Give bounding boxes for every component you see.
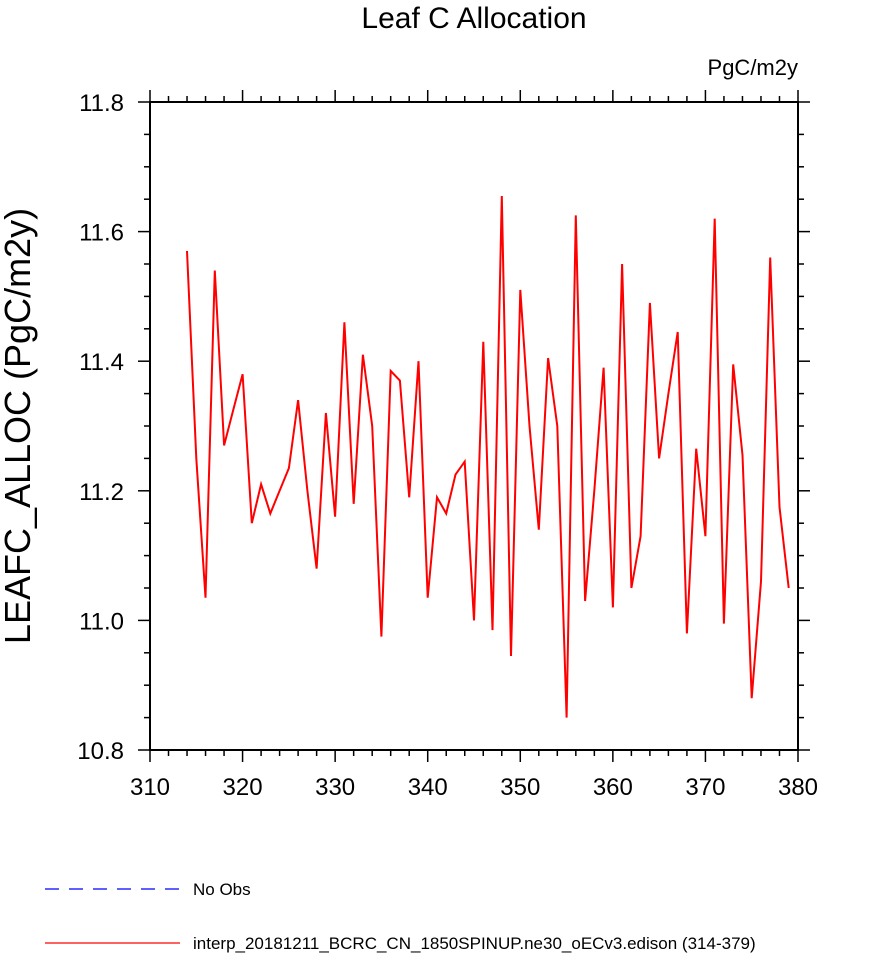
series-line: [186, 195, 790, 718]
y-tick-label: 10.8: [77, 738, 124, 765]
plot-frame: [149, 101, 799, 751]
y-tick-label: 11.6: [79, 220, 124, 247]
legend: No Obs interp_20181211_BCRC_CN_1850SPINUP…: [45, 880, 756, 953]
y-tick-labels: 10.8 11.0 11.2 11.4 11.6 11.8: [77, 90, 124, 765]
x-tick-label: 380: [778, 774, 818, 801]
x-tick-label: 320: [223, 774, 263, 801]
x-tick-label: 330: [315, 774, 355, 801]
legend-label: No Obs: [193, 880, 251, 899]
y-tick-label: 11.0: [79, 608, 124, 635]
y-tick-label: 11.8: [79, 90, 124, 117]
legend-label: interp_20181211_BCRC_CN_1850SPINUP.ne30_…: [193, 934, 756, 953]
x-tick-label: 310: [130, 774, 170, 801]
y-tick-label: 11.2: [79, 479, 124, 506]
x-tick-label: 370: [685, 774, 725, 801]
chart-title: Leaf C Allocation: [361, 2, 586, 35]
y-tick-label: 11.4: [79, 349, 124, 376]
series-layer: [186, 195, 790, 718]
x-tick-label: 350: [500, 774, 540, 801]
y-axis-label: LEAFC_ALLOC (PgC/m2y): [0, 208, 38, 644]
x-tick-labels: 310 320 330 340 350 360 370 380: [130, 774, 818, 801]
units-label: PgC/m2y: [708, 55, 798, 80]
x-tick-label: 340: [408, 774, 448, 801]
x-tick-label: 360: [593, 774, 633, 801]
